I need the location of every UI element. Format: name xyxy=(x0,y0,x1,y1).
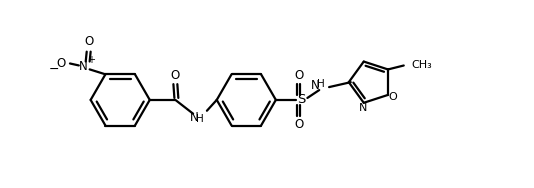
Text: +: + xyxy=(87,55,95,64)
Text: O: O xyxy=(389,92,397,102)
Text: O: O xyxy=(294,118,303,131)
Text: O: O xyxy=(57,57,66,70)
Text: H: H xyxy=(196,114,204,124)
Text: N: N xyxy=(311,79,320,92)
Text: O: O xyxy=(294,69,303,82)
Text: H: H xyxy=(317,79,325,89)
Text: O: O xyxy=(84,35,93,48)
Text: O: O xyxy=(171,69,180,82)
Text: N: N xyxy=(80,60,88,73)
Text: S: S xyxy=(297,93,305,106)
Text: CH₃: CH₃ xyxy=(412,61,433,70)
Text: N: N xyxy=(190,111,199,124)
Text: −: − xyxy=(49,63,59,76)
Text: N: N xyxy=(358,103,367,113)
